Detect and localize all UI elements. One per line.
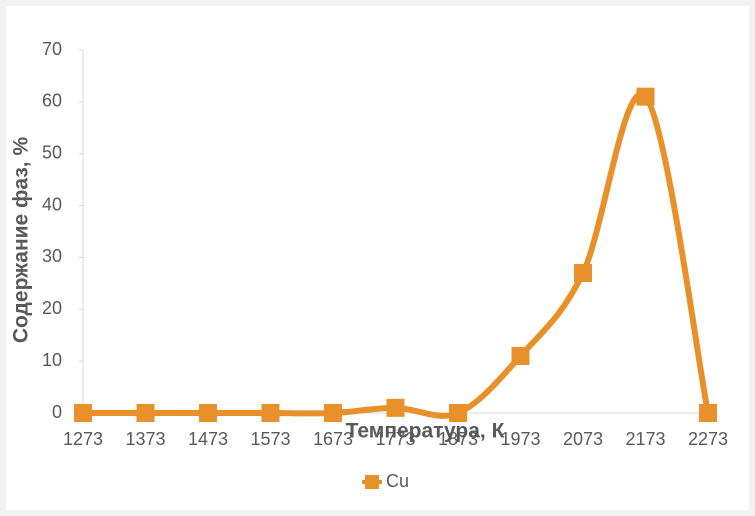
chart-area (6, 6, 749, 510)
point-marker (261, 404, 280, 422)
point-marker (449, 404, 467, 422)
point-marker (386, 398, 405, 417)
x-tick-label: 1673 (313, 429, 353, 449)
point-marker (699, 404, 717, 422)
x-tick-label: 1973 (500, 429, 540, 449)
point-marker (136, 404, 155, 422)
point-marker (74, 404, 92, 422)
point-marker (199, 404, 217, 422)
legend-label: Cu (386, 471, 409, 491)
point-marker (574, 263, 592, 282)
point-marker (636, 87, 655, 106)
x-tick-label: 1273 (63, 429, 103, 449)
x-tick-label: 2173 (625, 429, 665, 449)
x-tick-label: 2273 (688, 429, 728, 449)
y-tick-label: 40 (42, 194, 62, 214)
x-tick-label: 1873 (438, 429, 478, 449)
x-axis-title: Температура, К (346, 420, 505, 443)
x-tick-label: 1473 (188, 429, 228, 449)
x-tick-label: 2073 (563, 429, 603, 449)
y-tick-label: 0 (52, 402, 62, 422)
y-tick-label: 50 (42, 142, 62, 162)
y-tick-label: 10 (42, 350, 62, 370)
x-tick-label: 1373 (125, 429, 165, 449)
point-marker (511, 346, 530, 365)
y-tick-label: 60 (42, 91, 62, 111)
y-tick-label: 70 (42, 39, 62, 59)
legend-marker (365, 475, 379, 489)
x-tick-label: 1773 (375, 429, 415, 449)
x-tick-label: 1573 (250, 429, 290, 449)
point-marker (324, 404, 342, 422)
y-tick-label: 30 (42, 246, 62, 266)
y-axis-title: Содержание фаз, % (10, 137, 33, 344)
y-tick-label: 20 (42, 298, 62, 318)
